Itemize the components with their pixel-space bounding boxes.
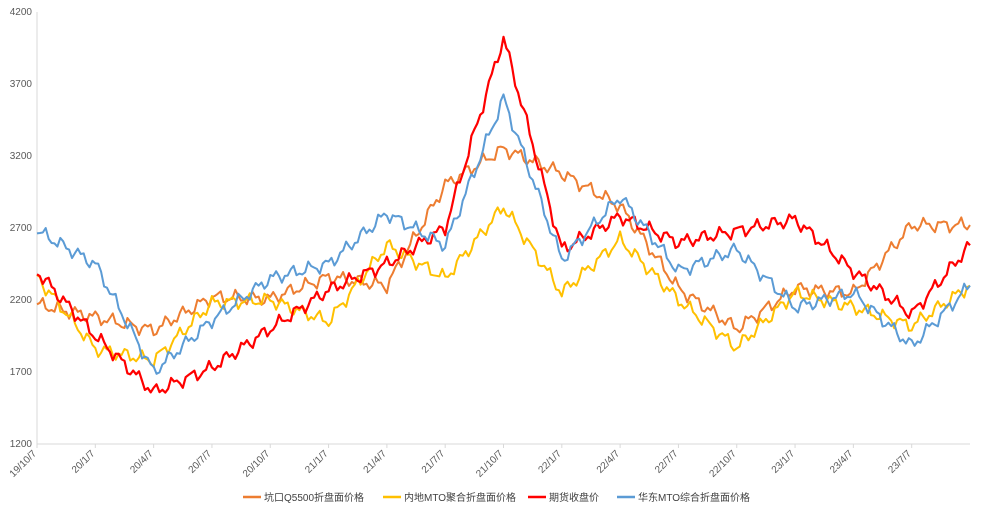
legend: 坑口Q5500折盘面价格 内地MTO聚合折盘面价格 期货收盘价 华东MTO综合折盘面价… — [243, 491, 750, 504]
x-tick-label: 20/4/7 — [128, 448, 156, 476]
x-tick-label: 22/1/7 — [536, 448, 564, 476]
legend-label-3: 期货收盘价 — [549, 491, 599, 504]
y-tick-label: 1200 — [10, 439, 33, 450]
y-tick-label: 3200 — [10, 151, 33, 162]
x-tick-label: 23/7/7 — [886, 448, 914, 476]
legend-label-4: 华东MTO综合折盘面价格 — [638, 491, 750, 504]
y-tick-label: 1700 — [10, 367, 33, 378]
x-tick-label: 23/4/7 — [828, 448, 856, 476]
x-tick-label: 22/10/7 — [707, 448, 739, 480]
series-line-2 — [36, 206, 971, 368]
series-lines — [36, 35, 971, 394]
x-tick-label: 20/10/7 — [241, 448, 273, 480]
legend-label-2: 内地MTO聚合折盘面价格 — [404, 491, 516, 504]
legend-label-1: 坑口Q5500折盘面价格 — [264, 491, 364, 504]
y-tick-label: 2200 — [10, 295, 33, 306]
y-tick-label: 2700 — [10, 223, 33, 234]
x-tick-label: 19/10/7 — [8, 448, 40, 480]
x-tick-label: 21/4/7 — [362, 448, 390, 476]
x-tick-label: 21/1/7 — [303, 448, 331, 476]
x-tick-label: 21/7/7 — [420, 448, 448, 476]
x-tick-label: 22/7/7 — [653, 448, 681, 476]
x-tick-label: 23/1/7 — [770, 448, 798, 476]
series-line-3 — [36, 35, 971, 394]
series-line-1 — [36, 145, 971, 337]
y-tick-label: 3700 — [10, 79, 33, 90]
x-axis: 19/10/7 20/1/7 20/4/7 20/7/7 20/10/7 21/1/7 21… — [8, 443, 970, 480]
x-tick-label: 22/4/7 — [595, 448, 623, 476]
series-line-4 — [36, 93, 971, 375]
y-tick-label: 4200 — [10, 7, 33, 18]
x-tick-label: 20/1/7 — [70, 448, 98, 476]
y-axis: 1200 1700 2200 2700 3200 3700 4200 — [10, 7, 38, 450]
x-tick-label: 21/10/7 — [474, 448, 506, 480]
x-tick-label: 20/7/7 — [187, 448, 215, 476]
